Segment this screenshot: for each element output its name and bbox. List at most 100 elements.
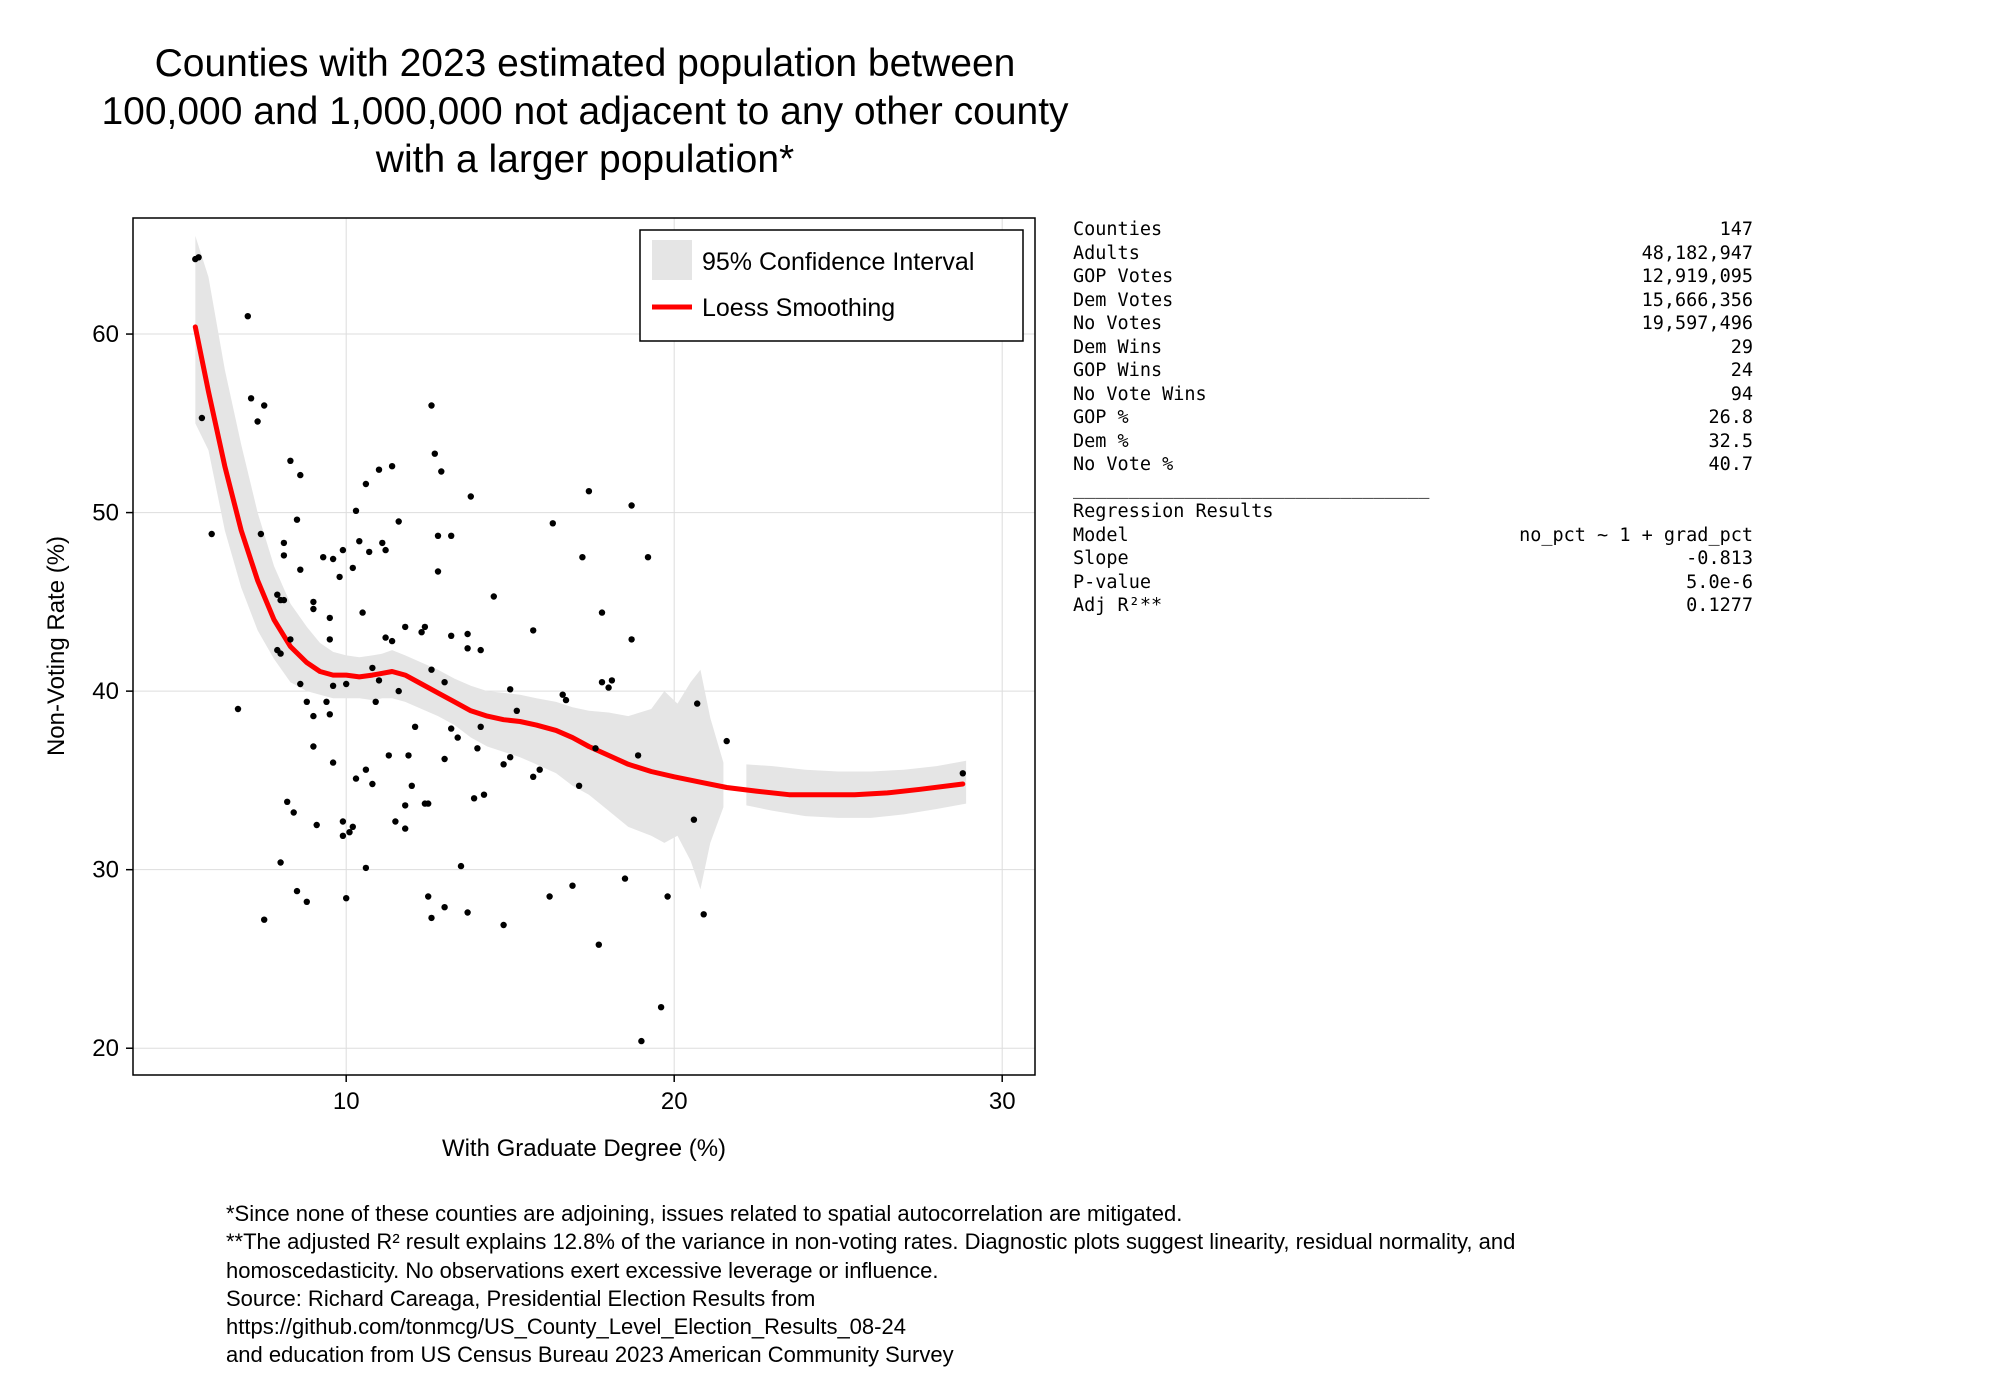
y-tick-label: 40 [92,678,119,705]
data-point [598,609,606,616]
axis-ticks: 10 20 30 20 30 40 50 60 [92,321,1015,1115]
data-point [480,791,488,798]
stat-value: 19,597,496 [1641,313,1753,334]
stat-value: 40.7 [1708,454,1753,475]
data-point [297,680,304,688]
data-point [700,911,707,918]
stat-value: 29 [1730,336,1753,358]
x-tick-label: 20 [661,1088,688,1115]
data-point [477,723,484,730]
data-point [549,520,556,527]
regression-value: 0.1277 [1686,595,1753,616]
data-point [375,677,383,684]
data-point [198,414,206,422]
stat-row: Counties 147 [1073,218,1753,242]
stat-label: No Votes [1073,313,1163,334]
data-point [234,705,242,713]
data-point [395,687,402,695]
data-point [382,634,389,641]
data-point [372,698,379,705]
data-point [369,664,376,672]
stat-value: 94 [1730,383,1753,405]
footnote-line: https://github.com/tonmcg/US_County_Leve… [226,1314,906,1340]
stat-label: Dem % [1073,430,1129,452]
data-point [644,554,652,561]
data-point [448,632,455,639]
data-point [336,573,343,581]
data-point [388,463,396,470]
data-point [470,795,478,802]
data-point [634,752,642,759]
footnote-line: homoscedasticity. No observations exert … [226,1257,939,1283]
stat-label: Dem Votes [1073,289,1174,311]
data-point [329,555,337,563]
data-point [244,313,251,320]
data-point [329,759,337,766]
data-point [464,630,471,638]
data-point [959,770,966,777]
regression-row: P-value 5.0e-6 [1073,571,1753,595]
data-point [559,691,566,698]
data-point [598,679,606,686]
data-point [362,864,370,872]
data-point [280,539,288,547]
stat-row: GOP Wins 24 [1073,359,1753,383]
data-point [428,914,435,922]
data-point [375,466,383,473]
data-point [297,566,304,573]
confidence-interval-band [746,760,967,818]
y-axis-label: Non-Voting Rate (%) [43,536,70,756]
confidence-interval-band [195,235,724,890]
loess-line-group [192,324,966,798]
data-point [628,502,635,509]
data-point [507,686,514,693]
x-tick-label: 30 [989,1088,1016,1115]
data-point [339,818,347,825]
data-point [320,554,327,561]
data-point [418,629,425,636]
data-point [284,798,291,805]
stat-label: GOP Wins [1073,360,1163,381]
data-point [441,679,448,686]
stat-value: 48,182,947 [1641,242,1753,264]
regression-label: Adj R²** [1073,595,1163,616]
data-point [310,605,317,613]
data-point [513,707,520,714]
data-point [254,418,261,425]
data-point [352,775,360,782]
data-point [362,480,370,488]
data-point [277,650,284,657]
data-point [507,754,514,761]
data-point [457,862,465,870]
data-point [441,904,448,911]
regression-title: Regression Results [1073,501,1274,522]
stat-value: 15,666,356 [1641,289,1753,311]
plot-frame [132,217,1036,1076]
stat-value: 12,919,095 [1641,266,1753,287]
data-point [385,752,392,759]
data-point [392,818,399,825]
stat-row: Adults 48,182,947 [1073,242,1753,266]
data-point [326,636,333,643]
data-point [562,696,570,704]
data-point [303,898,310,905]
data-point [303,698,310,705]
data-point [326,711,333,718]
chart-title-line: with a larger population* [375,138,795,181]
data-point [339,546,347,554]
data-point [454,734,461,741]
data-point [434,568,442,575]
data-point [362,766,370,773]
chart-title-line: Counties with 2023 estimated population … [154,42,1016,85]
data-point [402,825,409,832]
data-point [274,591,281,598]
x-axis-label: With Graduate Degree (%) [442,1135,726,1162]
data-point [421,623,429,631]
stat-label: Dem Wins [1073,336,1163,358]
loess-line [192,324,966,798]
data-point [405,752,412,759]
data-point [352,507,360,514]
data-point [434,532,442,539]
regression-value: -0.813 [1686,548,1753,569]
data-point [575,782,583,789]
